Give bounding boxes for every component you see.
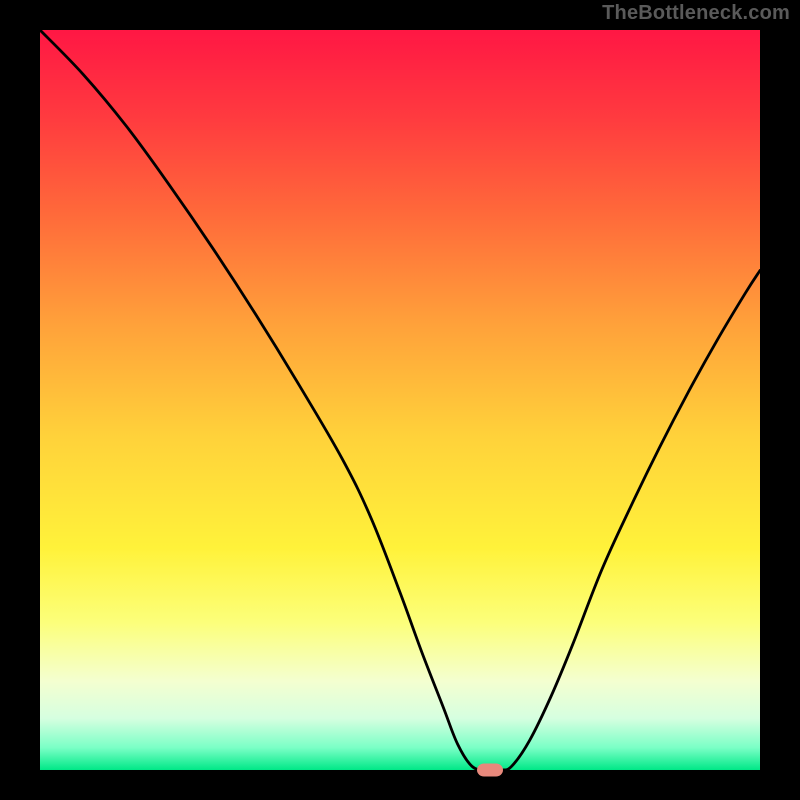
optimal-point-marker	[477, 764, 503, 777]
watermark-text: TheBottleneck.com	[602, 2, 790, 25]
bottleneck-chart	[0, 0, 800, 800]
plot-background-gradient	[40, 30, 760, 770]
chart-container: TheBottleneck.com	[0, 0, 800, 800]
